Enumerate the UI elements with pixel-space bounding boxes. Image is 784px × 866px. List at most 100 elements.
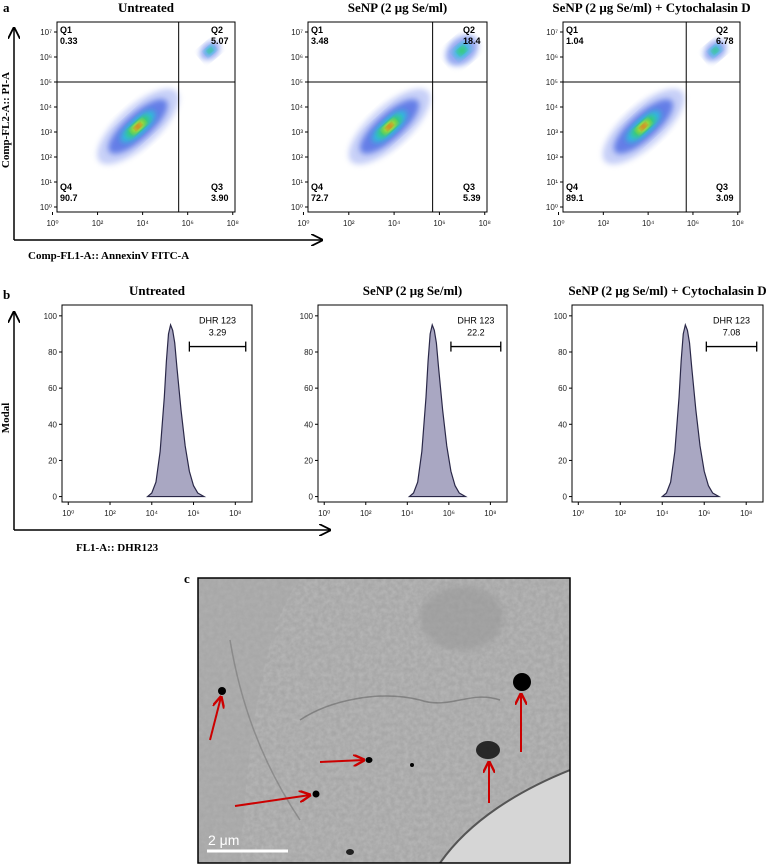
histogram-curve — [660, 322, 722, 498]
y-tick-label: 10⁰ — [546, 203, 558, 212]
panel-label: c — [184, 571, 190, 586]
quadrant-name: Q1 — [311, 25, 323, 35]
x-tick-label: 10⁴ — [401, 509, 414, 518]
y-tick-label: 10² — [546, 153, 558, 162]
quadrant-name: Q3 — [716, 182, 728, 192]
y-tick-label: 10⁴ — [546, 103, 559, 112]
x-tick-label: 10⁴ — [136, 219, 149, 228]
quadrant-value: 3.09 — [716, 193, 734, 203]
x-tick-label: 10⁰ — [62, 509, 74, 518]
y-tick-label: 10⁵ — [546, 78, 558, 87]
quadrant-value: 6.78 — [716, 36, 734, 46]
y-tick-label: 10¹ — [291, 178, 303, 187]
y-tick-label: 0 — [563, 493, 568, 502]
y-tick-label: 60 — [48, 384, 57, 393]
x-tick-label: 10⁶ — [443, 509, 455, 518]
density-level — [207, 48, 213, 53]
x-axis-label: FL1-A:: DHR123 — [76, 542, 159, 554]
y-tick-label: 10³ — [40, 128, 52, 137]
quadrant-value: 0.33 — [60, 36, 78, 46]
chart-title: Untreated — [118, 0, 175, 15]
quadrant-name: Q3 — [463, 182, 475, 192]
x-tick-label: 10² — [104, 509, 116, 518]
y-tick-label: 40 — [558, 420, 567, 429]
y-tick-label: 10⁰ — [291, 203, 303, 212]
chart-title: SeNP (2 μg Se/ml) — [363, 283, 462, 298]
x-tick-label: 10⁶ — [182, 219, 194, 228]
quadrant-value: 72.7 — [311, 193, 329, 203]
gate-name: DHR 123 — [457, 316, 494, 326]
plot-area — [317, 304, 508, 503]
micrograph: 2 μm — [198, 578, 570, 863]
y-tick-label: 10³ — [291, 128, 303, 137]
x-tick-label: 10⁸ — [479, 219, 491, 228]
y-tick-label: 10³ — [546, 128, 558, 137]
x-tick-label: 10² — [92, 219, 104, 228]
y-tick-label: 10⁶ — [546, 53, 558, 62]
density-level — [134, 123, 142, 130]
x-tick-label: 10⁶ — [433, 219, 445, 228]
y-tick-label: 80 — [304, 348, 313, 357]
y-tick-label: 10⁷ — [40, 28, 52, 37]
gate-name: DHR 123 — [199, 316, 236, 326]
x-axis-label: Comp-FL1-A:: AnnexinV FITC-A — [28, 250, 189, 262]
density-level — [386, 123, 393, 130]
y-tick-label: 10⁷ — [291, 28, 303, 37]
x-tick-label: 10⁰ — [318, 509, 330, 518]
y-tick-label: 80 — [48, 348, 57, 357]
gate-value: 22.2 — [467, 328, 485, 338]
y-tick-label: 20 — [558, 456, 567, 465]
quadrant-value: 18.4 — [463, 36, 481, 46]
y-tick-label: 10⁵ — [40, 78, 52, 87]
density-cloud — [348, 35, 479, 165]
x-tick-label: 10⁸ — [227, 219, 239, 228]
quadrant-value: 1.04 — [566, 36, 584, 46]
plot-area — [571, 304, 764, 503]
y-tick-label: 60 — [304, 384, 313, 393]
y-tick-label: 10⁶ — [40, 53, 52, 62]
y-tick-label: 10⁷ — [546, 28, 558, 37]
x-tick-label: 10⁰ — [552, 219, 564, 228]
x-tick-label: 10⁴ — [642, 219, 655, 228]
quadrant-value: 3.90 — [211, 193, 229, 203]
x-tick-label: 10² — [343, 219, 355, 228]
quadrant-value: 3.48 — [311, 36, 329, 46]
y-tick-label: 100 — [300, 312, 314, 321]
y-tick-label: 10¹ — [40, 178, 52, 187]
quadrant-name: Q4 — [311, 182, 323, 192]
gate-value: 3.29 — [209, 328, 227, 338]
quadrant-value: 90.7 — [60, 193, 78, 203]
y-axis-label: Comp-FL2-A:: PI-A — [0, 72, 12, 168]
gate-name: DHR 123 — [713, 316, 750, 326]
density-cloud — [602, 39, 727, 165]
x-tick-label: 10⁴ — [146, 509, 159, 518]
y-axis-label: Modal — [0, 403, 12, 434]
y-tick-label: 0 — [309, 493, 314, 502]
panel-label: b — [3, 287, 10, 302]
scale-bar-label: 2 μm — [208, 832, 239, 848]
y-tick-label: 80 — [558, 348, 567, 357]
x-tick-label: 10⁰ — [572, 509, 584, 518]
quadrant-value: 89.1 — [566, 193, 584, 203]
quadrant-name: Q3 — [211, 182, 223, 192]
quadrant-name: Q4 — [60, 182, 72, 192]
chart-title: SeNP (2 μg Se/ml) — [348, 0, 447, 15]
chart-title: SeNP (2 μg Se/ml) + Cytochalasin D — [552, 0, 750, 15]
y-tick-label: 40 — [48, 420, 57, 429]
quadrant-name: Q4 — [566, 182, 578, 192]
quadrant-name: Q1 — [566, 25, 578, 35]
x-tick-label: 10⁶ — [187, 509, 199, 518]
y-tick-label: 20 — [48, 456, 57, 465]
quadrant-value: 5.07 — [211, 36, 229, 46]
y-tick-label: 0 — [53, 493, 58, 502]
chart-title: SeNP (2 μg Se/ml) + Cytochalasin D — [568, 283, 766, 298]
x-tick-label: 10⁴ — [656, 509, 669, 518]
x-tick-label: 10⁰ — [46, 219, 58, 228]
quadrant-name: Q2 — [211, 25, 223, 35]
y-tick-label: 10¹ — [546, 178, 558, 187]
x-tick-label: 10⁸ — [732, 219, 744, 228]
x-tick-label: 10⁶ — [698, 509, 710, 518]
quadrant-name: Q2 — [716, 25, 728, 35]
